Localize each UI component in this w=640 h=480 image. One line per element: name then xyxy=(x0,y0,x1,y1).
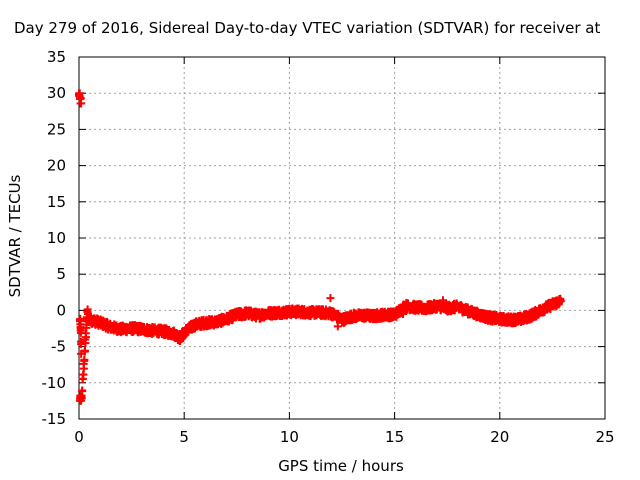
y-tick-label: -5 xyxy=(51,338,66,356)
data-point xyxy=(438,296,447,305)
data-point xyxy=(326,294,335,303)
y-tick-label: -10 xyxy=(42,374,67,392)
x-tick-label: 15 xyxy=(385,428,404,446)
x-tick-label: 20 xyxy=(490,428,509,446)
y-tick-label: 20 xyxy=(47,157,66,175)
y-tick-label: 25 xyxy=(47,120,66,138)
data-point xyxy=(80,346,89,355)
y-tick-label: 35 xyxy=(47,48,66,66)
data-point xyxy=(556,297,565,306)
data-point xyxy=(79,364,88,373)
data-point xyxy=(80,355,89,364)
x-tick-label: 0 xyxy=(74,428,84,446)
x-axis-label: GPS time / hours xyxy=(278,457,404,475)
y-tick-label: 30 xyxy=(47,84,66,102)
y-tick-label: -15 xyxy=(42,410,67,428)
data-point xyxy=(76,94,85,103)
y-tick-label: 0 xyxy=(56,301,66,319)
y-tick-label: 10 xyxy=(47,229,66,247)
data-point xyxy=(77,340,86,349)
y-axis-label: SDTVAR / TECUs xyxy=(6,174,24,297)
grid-lines xyxy=(79,57,605,419)
axis-ticks: 0 5 10 15 20 25 -15 -10 -5 0 5 10 15 20 25 30 35 xyxy=(42,48,615,446)
y-tick-label: 5 xyxy=(56,265,66,283)
x-tick-label: 10 xyxy=(280,428,299,446)
data-point xyxy=(78,386,87,395)
y-tick-label: 15 xyxy=(47,193,66,211)
chart-title: Day 279 of 2016, Sidereal Day-to-day VTE… xyxy=(14,19,600,37)
data-point xyxy=(399,310,408,319)
plot-frame xyxy=(78,56,606,420)
data-series-sdtvar xyxy=(75,89,565,405)
data-point xyxy=(333,322,342,331)
data-point xyxy=(82,333,91,342)
x-tick-label: 25 xyxy=(595,428,614,446)
x-tick-label: 5 xyxy=(179,428,189,446)
data-point xyxy=(77,394,86,403)
